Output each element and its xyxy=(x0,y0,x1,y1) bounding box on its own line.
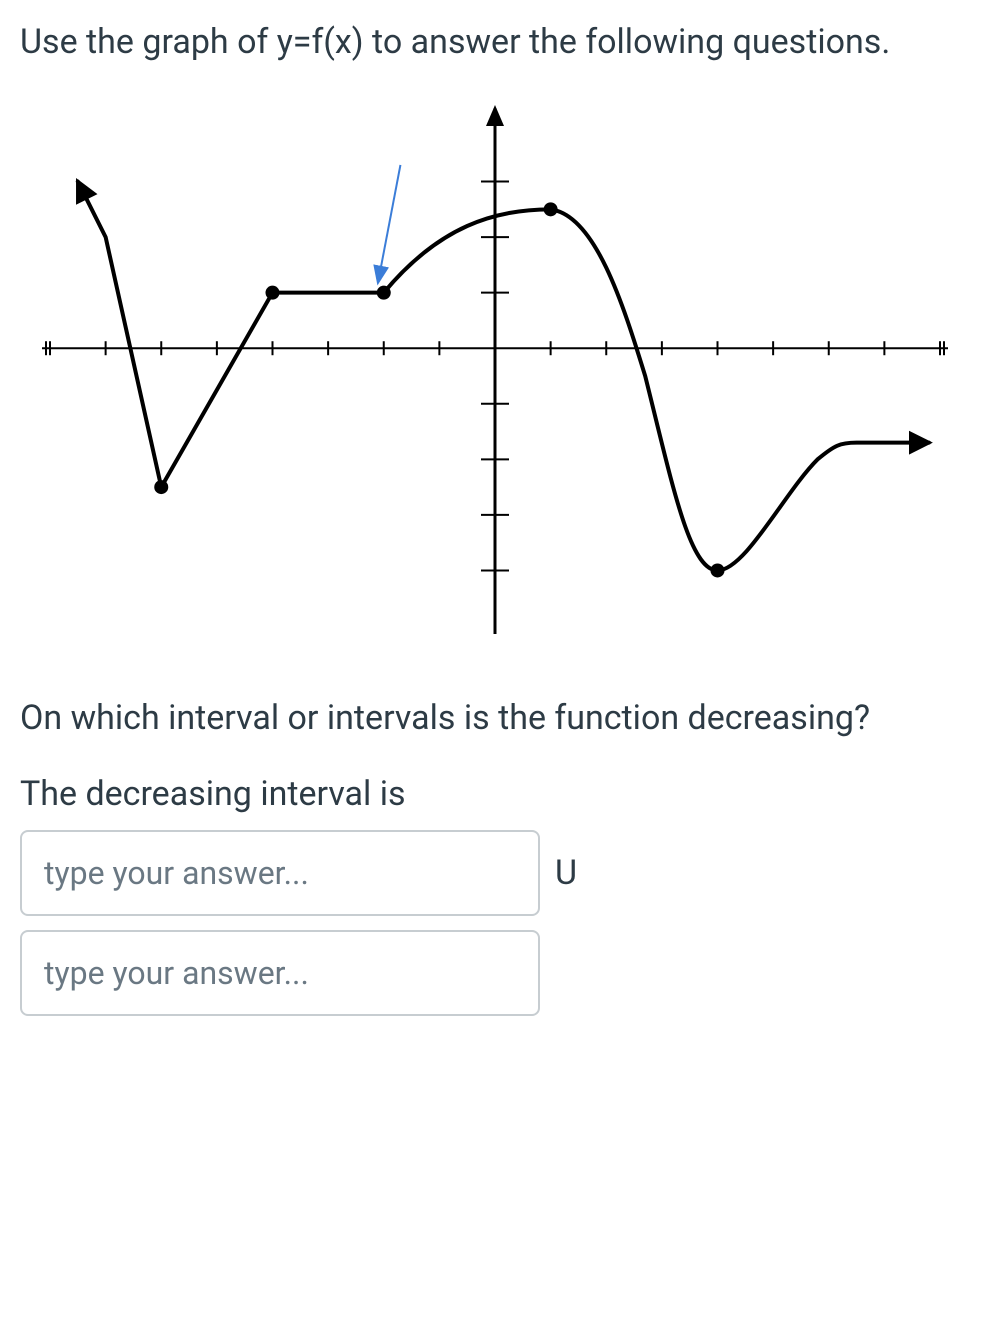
answer-input-2[interactable] xyxy=(20,930,540,1016)
union-symbol: U xyxy=(555,853,577,893)
answer-input-1[interactable] xyxy=(20,830,540,916)
graph xyxy=(20,96,970,656)
question-prompt: Use the graph of y=f(x) to answer the fo… xyxy=(20,20,977,66)
sub-question: On which interval or intervals is the fu… xyxy=(20,696,977,742)
answer-label: The decreasing interval is xyxy=(20,772,977,818)
